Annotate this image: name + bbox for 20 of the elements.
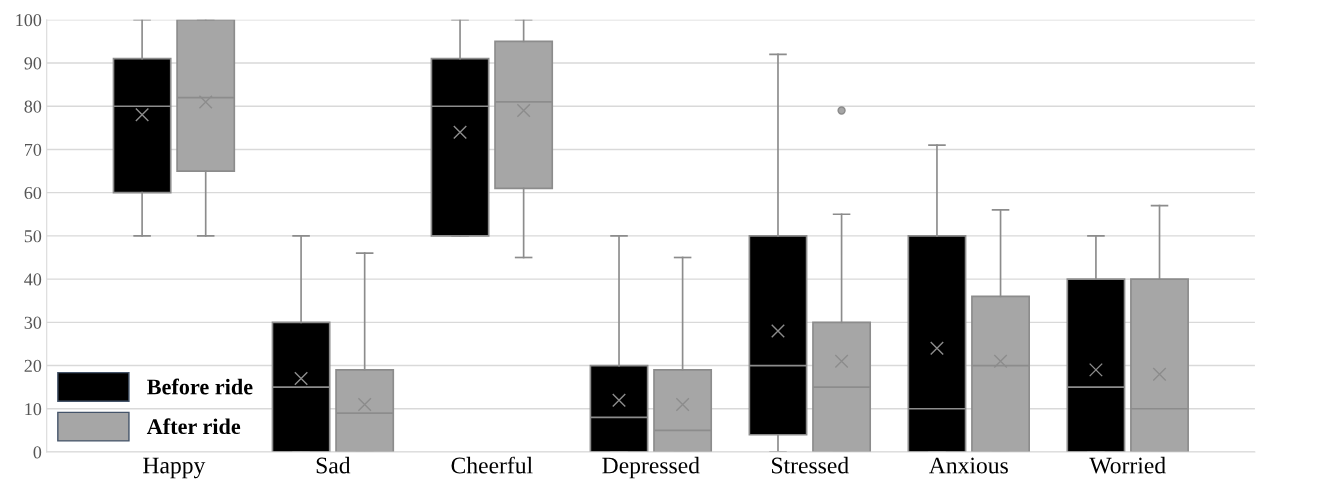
x-tick-label: Anxious	[928, 457, 1008, 474]
legend-label: Before ride	[147, 378, 253, 395]
y-tick-label: 80	[24, 100, 42, 113]
x-tick-label: Stressed	[772, 456, 849, 474]
y-tick-label: 40	[24, 273, 42, 286]
x-tick-label: Happy	[143, 457, 206, 479]
x-tick-label: Worried	[1089, 456, 1166, 474]
x-tick-label: Depressed	[602, 456, 700, 479]
y-tick-label: 70	[25, 143, 42, 156]
y-tick-label: 60	[24, 186, 42, 200]
y-tick-label: 0	[33, 446, 42, 459]
y-tick-label: 50	[24, 230, 42, 243]
y-tick-label: 20	[24, 359, 42, 372]
y-tick-label: 100	[16, 14, 42, 27]
x-tick-label: Sad	[316, 456, 351, 474]
x-tick-label: Cheerful	[451, 456, 533, 474]
y-tick-label: 90	[24, 57, 42, 70]
y-tick-label: 30	[24, 316, 42, 329]
legend-label: After ride	[146, 418, 241, 435]
y-tick-label: 10	[25, 403, 42, 416]
